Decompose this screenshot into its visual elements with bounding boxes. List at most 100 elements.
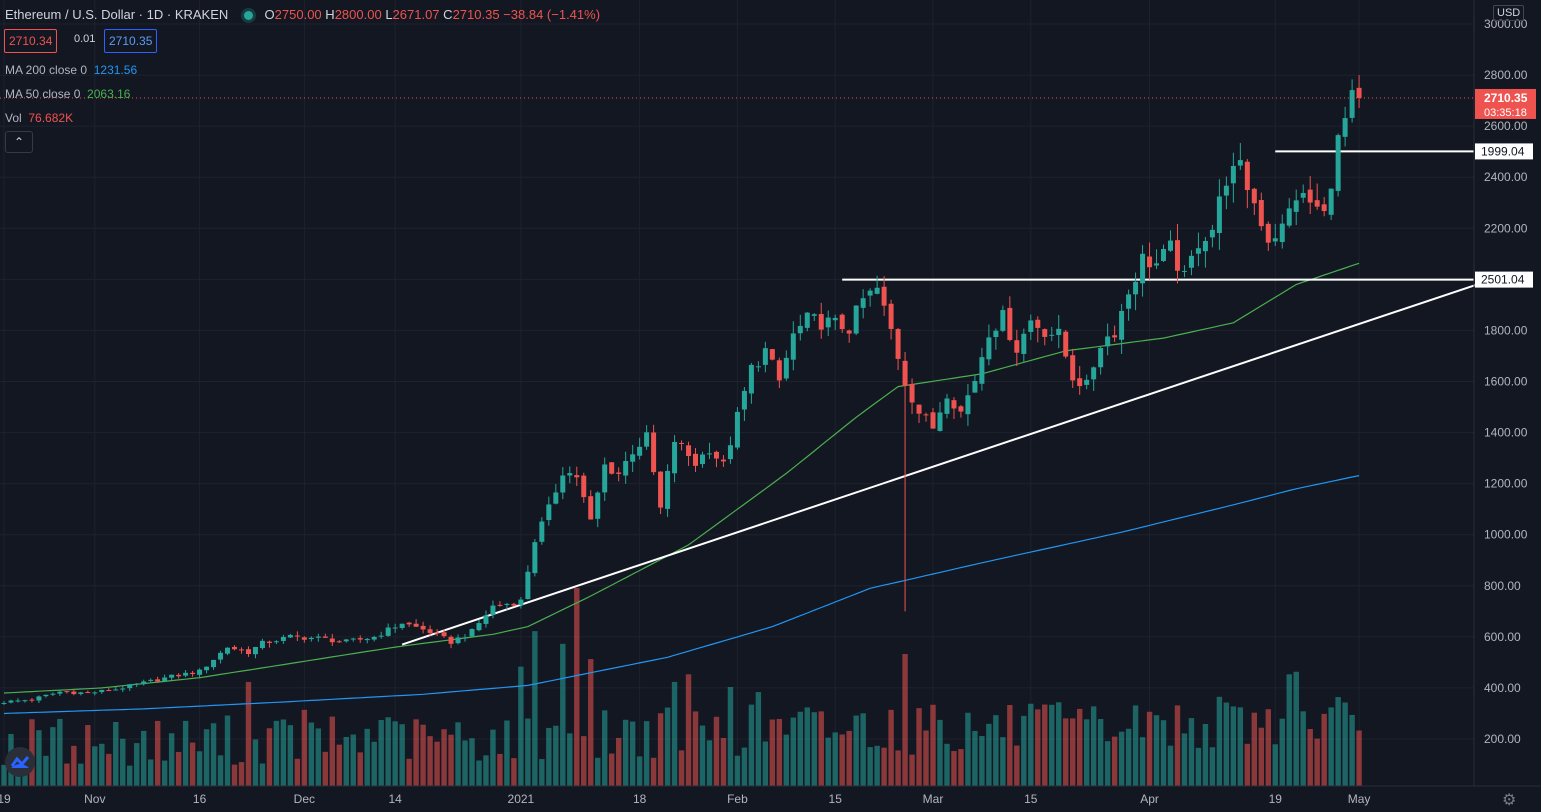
candle [1105,323,1111,356]
candle-body [748,364,754,394]
candle-body [127,684,133,689]
indicator-volume[interactable]: Vol 76.682K [5,111,74,125]
candle [1230,152,1236,203]
volume-bar [406,758,412,786]
candle [245,646,251,657]
candle [804,312,810,332]
candle [232,645,238,651]
candle [1007,296,1013,342]
candle [539,517,545,545]
candle-body [85,692,91,694]
candle-body [1188,255,1194,268]
candle [986,324,992,366]
candle-body [427,629,433,633]
candle [204,666,210,674]
candle-body [588,496,594,520]
volume-bar [364,728,370,786]
symbol-title[interactable]: Ethereum / U.S. Dollar [5,7,136,22]
tradingview-logo-icon[interactable] [5,747,35,777]
gear-icon[interactable]: ⚙ [1502,792,1517,809]
candle [1195,232,1201,267]
y-tick-label: 1200.00 [1484,477,1528,491]
candle-body [238,649,244,651]
candle-body [448,636,454,644]
x-tick-label: 19 [1269,792,1283,806]
candle [1042,328,1048,346]
volume-bar [1335,697,1341,786]
candle [1049,326,1055,342]
last-price-box [1475,88,1536,119]
volume-bar [1174,705,1181,786]
candle-body [532,542,538,574]
volume-bar [588,659,594,786]
candle-body [616,472,622,474]
volume-bar [1014,745,1020,786]
candle [1014,329,1020,367]
collapse-legend-button[interactable]: ⌃ [5,131,33,153]
volume-bar [1230,706,1237,786]
interval[interactable]: 1D [146,7,164,22]
sell-button[interactable]: 2710.34 [4,29,58,53]
ma200-path [3,475,1360,715]
candle-body [958,406,964,412]
candle-body [322,636,328,638]
candle-body [644,432,650,447]
price-axis: 3000.002800.002600.002400.002200.002000.… [1473,0,1528,786]
volume-bar [1356,730,1362,786]
volume-bar [280,719,287,786]
candle-body [951,400,957,409]
candle [776,357,782,389]
candle [700,451,705,468]
buy-button[interactable]: 2710.35 [104,29,158,53]
candle [329,633,335,647]
candle-body [720,459,726,462]
candle [930,407,936,429]
currency-label[interactable]: USD [1493,5,1525,21]
candle-body [1014,340,1020,353]
candle-body [1195,248,1201,254]
volume-bar [308,722,315,786]
volume-bar [322,751,329,786]
volume-bar [1167,745,1174,786]
candle-body [1293,200,1299,212]
volume-bar [511,758,517,786]
indicator-ma200[interactable]: MA 200 close 0 1231.56 [5,63,138,77]
candle [29,698,35,703]
candle-body [1154,263,1160,266]
candle [1181,265,1187,278]
volume-bar [581,736,587,786]
candle-body [623,460,629,476]
candle [1174,223,1180,284]
candle [895,328,901,371]
candle [1147,242,1153,280]
volume-bar [1139,737,1146,786]
volume-bar [1083,719,1090,786]
x-tick-label: Feb [727,792,748,806]
candle [1321,197,1327,217]
candle [909,378,915,415]
volume-bar [1090,706,1097,786]
candle-body [301,637,307,640]
candle [1349,79,1355,123]
candle-body [1286,208,1292,226]
indicator-ma50[interactable]: MA 50 close 0 2063.16 [5,87,131,101]
volume-bar [1007,705,1013,786]
y-tick-label: 1400.00 [1484,426,1528,440]
level-label-box [1475,143,1533,160]
candle [238,647,244,654]
volume-bar [357,752,363,786]
candle [1223,176,1229,210]
candle [78,691,84,696]
candle-body [902,360,908,386]
candle [308,636,314,642]
candle-body [1112,335,1118,338]
candle [1251,187,1257,216]
volume-bar [455,722,461,786]
volume-bar [483,755,489,786]
candle [1021,328,1027,362]
candle-body [190,672,196,675]
candle [15,698,21,703]
candle [99,689,105,694]
volume-bar [525,718,531,786]
